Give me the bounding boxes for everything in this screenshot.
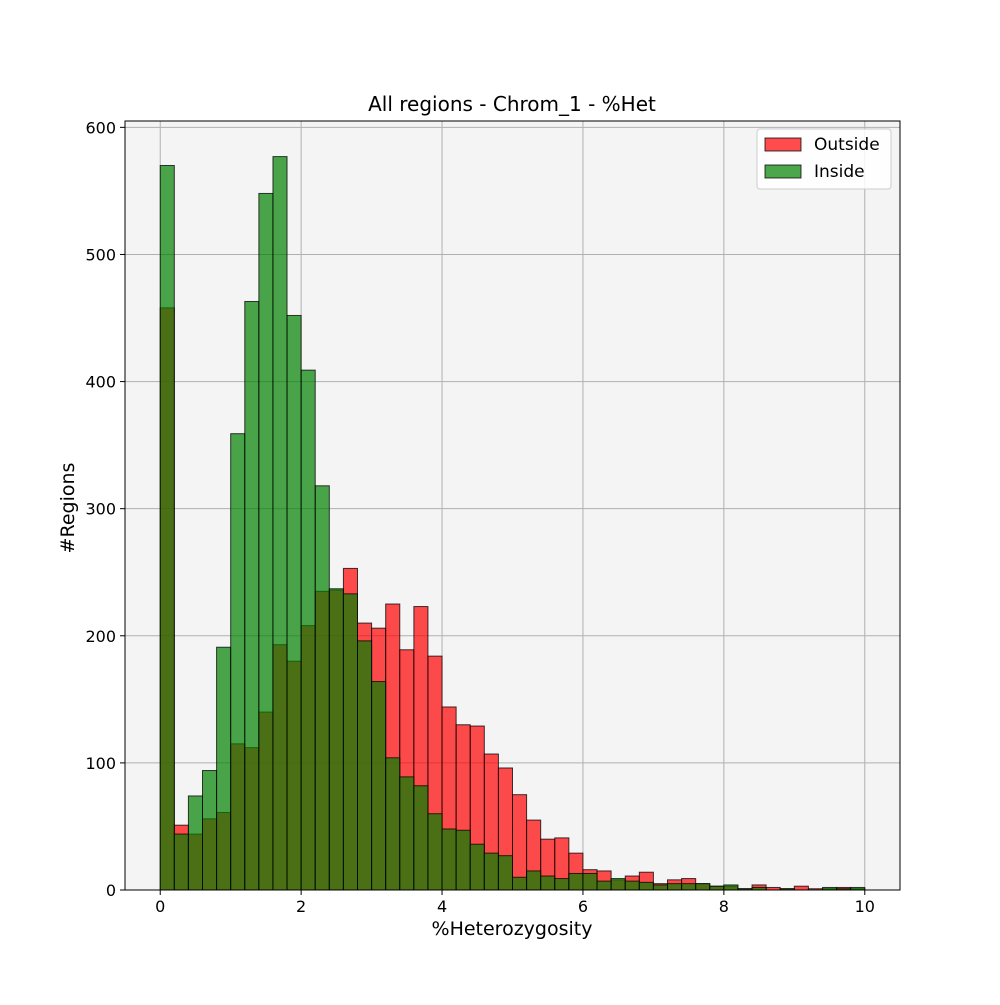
bars — [159, 156, 866, 891]
bar-inside — [469, 843, 485, 891]
x-axis-ticks: 0 2 4 6 8 10 — [155, 890, 875, 916]
bar-inside — [399, 776, 415, 891]
bar-inside — [314, 485, 330, 891]
bar-inside — [681, 883, 697, 891]
y-tick-label: 300 — [85, 500, 116, 519]
bar-inside — [187, 795, 203, 891]
bar-inside — [159, 164, 175, 891]
bar-inside — [286, 314, 302, 891]
bar-outside — [793, 885, 809, 891]
bar-inside — [497, 855, 513, 891]
bar-inside — [216, 646, 232, 891]
y-tick-label: 200 — [85, 627, 116, 646]
bar-inside — [230, 433, 246, 891]
series-inside — [159, 156, 866, 891]
plot-frame — [124, 120, 901, 891]
bar-inside — [244, 300, 260, 891]
bar-inside — [596, 880, 612, 891]
x-tick-label: 0 — [155, 897, 165, 916]
bar-inside — [526, 870, 542, 891]
y-tick-label: 600 — [85, 118, 116, 137]
bar-inside — [652, 884, 669, 891]
legend-label: Inside — [814, 162, 865, 182]
bar-inside — [582, 872, 598, 891]
x-tick-label: 8 — [719, 897, 729, 916]
bar-inside — [568, 872, 584, 891]
bar-inside — [512, 876, 528, 891]
y-tick-label: 100 — [85, 754, 116, 773]
legend-entry-outside: Outside — [764, 135, 880, 155]
legend-swatch — [764, 137, 802, 152]
bar-inside — [385, 757, 401, 891]
x-tick-label: 4 — [437, 897, 447, 916]
bar-inside — [371, 681, 387, 891]
y-tick-label: 0 — [106, 881, 116, 900]
bar-inside — [610, 878, 626, 891]
bar-inside — [272, 156, 288, 891]
bar-inside — [483, 852, 499, 891]
bar-inside — [413, 785, 429, 891]
x-tick-label: 10 — [855, 897, 875, 916]
legend: Outside Inside — [756, 128, 892, 190]
bar-inside — [441, 828, 457, 891]
bar-inside — [173, 833, 189, 891]
y-tick-label: 500 — [85, 245, 116, 264]
x-axis-label: %Heterozygosity — [432, 918, 593, 940]
bar-inside — [540, 875, 556, 891]
legend-swatch — [764, 164, 802, 179]
bar-inside — [638, 881, 654, 891]
legend-entry-inside: Inside — [764, 162, 865, 182]
x-tick-label: 6 — [578, 897, 588, 916]
bar-inside — [328, 588, 344, 891]
bar-inside — [723, 884, 739, 891]
bar-inside — [695, 883, 711, 891]
bar-inside — [300, 369, 316, 891]
bar-inside — [258, 192, 274, 891]
y-axis-ticks: 0 100 200 300 400 500 600 — [85, 118, 125, 900]
bar-inside — [202, 770, 218, 891]
bar-inside — [667, 883, 683, 891]
x-tick-label: 2 — [296, 897, 306, 916]
bar-inside — [709, 885, 725, 891]
bar-inside — [357, 640, 373, 891]
legend-label: Outside — [814, 135, 880, 155]
bar-inside — [455, 829, 471, 891]
chart-title: All regions - Chrom_1 - %Het — [368, 92, 656, 116]
bar-inside — [554, 878, 570, 891]
bar-inside — [342, 593, 358, 891]
y-tick-label: 400 — [85, 373, 116, 392]
bar-outside — [512, 794, 528, 891]
bar-inside — [624, 880, 640, 891]
bar-inside — [427, 813, 443, 891]
y-axis-label: #Regions — [57, 463, 79, 554]
